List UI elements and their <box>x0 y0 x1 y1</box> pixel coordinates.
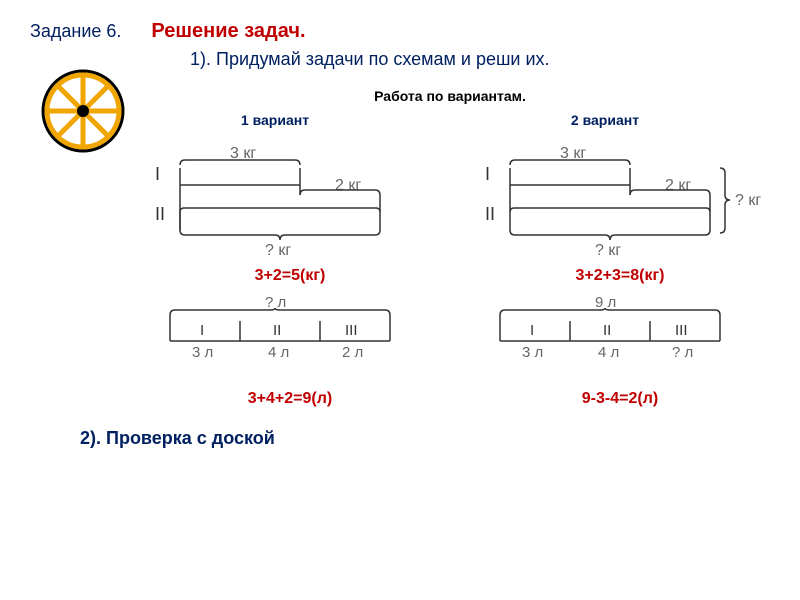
answer-tr: 3+2+3=8(кг) <box>470 267 770 285</box>
row-label-1: I <box>155 164 160 184</box>
seg-1: I <box>200 322 204 339</box>
seg-2: II <box>273 322 281 339</box>
task-number: Задание 6. <box>30 21 121 42</box>
val-2: 4 л <box>268 344 289 361</box>
mid-label: 2 кг <box>335 177 361 194</box>
footer: 2). Проверка с доской <box>80 428 770 449</box>
row-label-2: II <box>155 204 165 224</box>
bottom-label: ? кг <box>265 242 291 259</box>
page-title: Решение задач. <box>151 20 305 43</box>
mid-label: 2 кг <box>665 177 691 194</box>
val-1: 3 л <box>522 344 543 361</box>
wheel-icon <box>40 68 126 159</box>
seg-3: III <box>345 322 358 339</box>
answer-br: 9-3-4=2(л) <box>470 390 770 408</box>
val-1: 3 л <box>192 344 213 361</box>
row-label-2: II <box>485 204 495 224</box>
answer-tl: 3+2=5(кг) <box>140 267 440 285</box>
diagram-bottom-right: 9 л I II III 3 л 4 л ? л <box>470 293 770 368</box>
val-3: 2 л <box>342 344 363 361</box>
work-label: Работа по вариантам. <box>130 88 770 104</box>
seg-1: I <box>530 322 534 339</box>
seg-3: III <box>675 322 688 339</box>
side-label: ? кг <box>735 192 761 209</box>
diagram-top-left: I II 3 кг 2 кг ? кг 3+2=5(кг) <box>140 140 440 285</box>
diagram-top-right: I II 3 кг 2 кг ? кг ? кг 3+2+3=8(кг) <box>470 140 770 285</box>
val-3: ? л <box>672 344 693 361</box>
bottom-label: ? кг <box>595 242 621 259</box>
variant1-label: 1 вариант <box>241 112 309 128</box>
row-label-1: I <box>485 164 490 184</box>
val-2: 4 л <box>598 344 619 361</box>
subtitle: 1). Придумай задачи по схемам и реши их. <box>190 49 770 70</box>
diagram-bottom-left: ? л I II III 3 л 4 л 2 л <box>140 293 440 368</box>
seg-2: II <box>603 322 611 339</box>
answer-bl: 3+4+2=9(л) <box>140 390 440 408</box>
variant2-label: 2 вариант <box>571 112 639 128</box>
